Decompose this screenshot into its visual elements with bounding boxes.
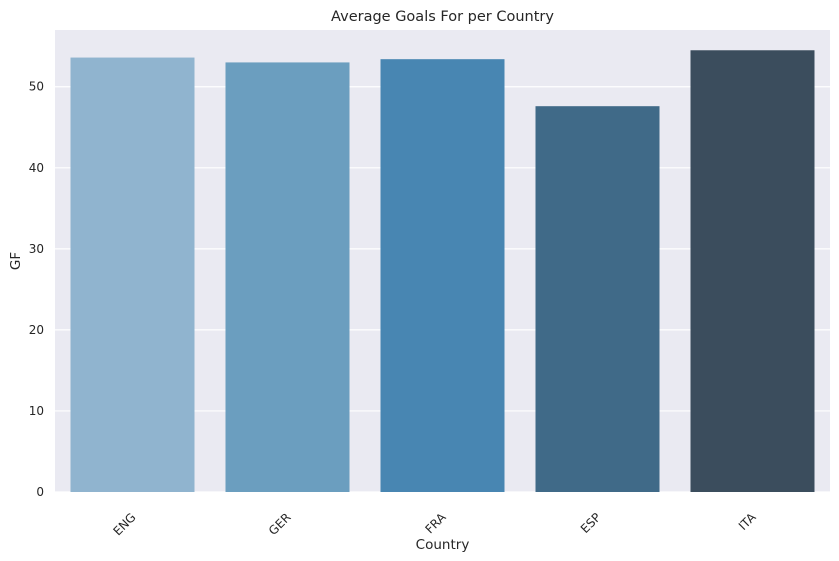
y-tick-label: 50 [29,80,44,94]
y-tick-label: 10 [29,404,44,418]
y-tick-label: 40 [29,161,44,175]
x-tick-label-ger: GER [266,510,294,538]
bar-ita [690,50,815,493]
bar-esp [535,106,660,492]
x-tick-label-esp: ESP [578,510,604,536]
bar-ger [225,62,350,492]
y-axis-ticks: 0 10 20 30 40 50 [29,80,44,499]
x-axis-label: Country [416,537,470,553]
x-axis-ticks: ENG GER FRA ESP ITA [110,510,759,539]
y-axis-label: GF [8,252,24,270]
x-tick-label-eng: ENG [110,510,138,538]
x-tick-label-fra: FRA [422,510,449,537]
y-tick-label: 20 [29,323,44,337]
chart-title: Average Goals For per Country [331,9,554,25]
bar-fra [380,59,505,492]
bar-eng [70,57,195,493]
y-tick-label: 0 [36,485,44,499]
y-tick-label: 30 [29,242,44,256]
x-tick-label-ita: ITA [736,510,759,533]
bars [70,50,815,493]
